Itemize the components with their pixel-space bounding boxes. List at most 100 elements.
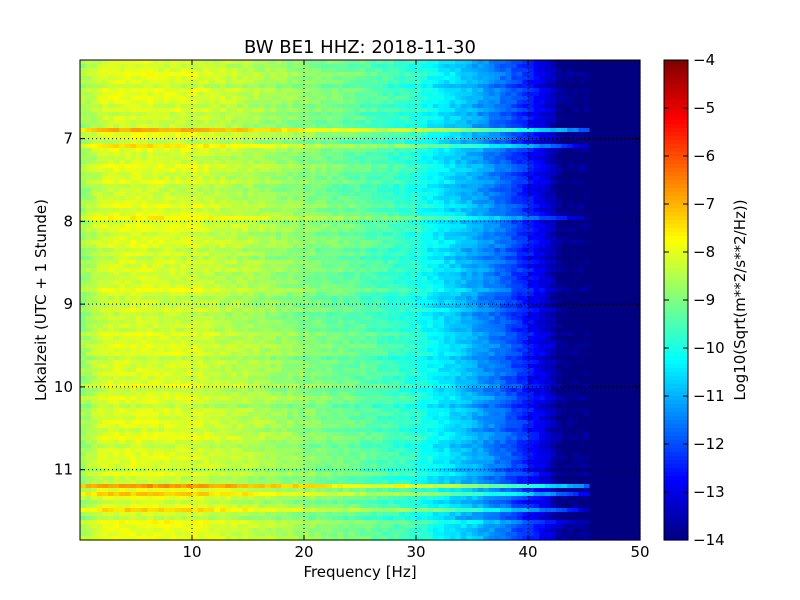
heatmap-cell: [152, 60, 159, 65]
heatmap-cell: [399, 152, 406, 157]
heatmap-cell: [416, 248, 423, 253]
heatmap-cell: [494, 248, 501, 253]
heatmap-cell: [539, 60, 546, 65]
heatmap-cell: [600, 188, 607, 193]
heatmap-cell: [449, 108, 456, 113]
heatmap-cell: [371, 120, 378, 125]
heatmap-cell: [472, 164, 479, 169]
heatmap-cell: [533, 96, 540, 101]
heatmap-cell: [248, 144, 255, 149]
heatmap-cell: [124, 236, 131, 241]
heatmap-cell: [533, 104, 540, 109]
heatmap-cell: [444, 108, 451, 113]
heatmap-cell: [203, 80, 210, 85]
heatmap-cell: [91, 216, 98, 221]
heatmap-cell: [141, 132, 148, 137]
heatmap-cell: [388, 164, 395, 169]
heatmap-cell: [320, 212, 327, 217]
heatmap-cell: [281, 224, 288, 229]
heatmap-cell: [606, 124, 613, 129]
heatmap-cell: [281, 188, 288, 193]
heatmap-cell: [371, 172, 378, 177]
heatmap-cell: [539, 140, 546, 145]
heatmap-cell: [270, 60, 277, 65]
heatmap-cell: [477, 132, 484, 137]
heatmap-cell: [203, 240, 210, 245]
heatmap-cell: [572, 104, 579, 109]
heatmap-cell: [259, 240, 266, 245]
heatmap-cell: [449, 236, 456, 241]
heatmap-cell: [292, 104, 299, 109]
heatmap-cell: [393, 200, 400, 205]
heatmap-cell: [416, 244, 423, 249]
heatmap-cell: [225, 220, 232, 225]
heatmap-cell: [270, 172, 277, 177]
heatmap-cell: [225, 232, 232, 237]
heatmap-cell: [483, 176, 490, 181]
heatmap-cell: [567, 124, 574, 129]
heatmap-cell: [494, 140, 501, 145]
heatmap-cell: [483, 184, 490, 189]
heatmap-cell: [242, 216, 249, 221]
heatmap-cell: [343, 104, 350, 109]
heatmap-cell: [298, 232, 305, 237]
heatmap-cell: [248, 72, 255, 77]
heatmap-cell: [416, 256, 423, 261]
heatmap-cell: [416, 188, 423, 193]
heatmap-cell: [231, 172, 238, 177]
heatmap-cell: [416, 208, 423, 213]
heatmap-cell: [253, 172, 260, 177]
heatmap-cell: [544, 132, 551, 137]
heatmap-cell: [208, 128, 215, 133]
heatmap-cell: [494, 160, 501, 165]
heatmap-cell: [404, 152, 411, 157]
heatmap-cell: [124, 220, 131, 225]
heatmap-cell: [483, 256, 490, 261]
heatmap-cell: [85, 76, 92, 81]
heatmap-cell: [466, 68, 473, 73]
heatmap-cell: [567, 216, 574, 221]
heatmap-cell: [203, 168, 210, 173]
heatmap-cell: [113, 172, 120, 177]
heatmap-cell: [589, 128, 596, 133]
heatmap-cell: [365, 152, 372, 157]
heatmap-cell: [85, 188, 92, 193]
heatmap-cell: [533, 92, 540, 97]
heatmap-cell: [124, 212, 131, 217]
heatmap-cell: [623, 196, 630, 201]
heatmap-cell: [421, 88, 428, 93]
heatmap-cell: [528, 252, 535, 257]
heatmap-cell: [539, 164, 546, 169]
heatmap-cell: [354, 76, 361, 81]
heatmap-cell: [516, 196, 523, 201]
heatmap-cell: [242, 172, 249, 177]
heatmap-cell: [208, 92, 215, 97]
heatmap-cell: [197, 160, 204, 165]
heatmap-cell: [96, 168, 103, 173]
heatmap-cell: [600, 248, 607, 253]
heatmap-cell: [208, 180, 215, 185]
heatmap-cell: [80, 228, 87, 233]
heatmap-cell: [186, 232, 193, 237]
heatmap-cell: [449, 164, 456, 169]
heatmap-cell: [578, 144, 585, 149]
heatmap-cell: [192, 76, 199, 81]
heatmap-cell: [634, 228, 641, 233]
heatmap-cell: [292, 220, 299, 225]
heatmap-cell: [556, 228, 563, 233]
heatmap-cell: [91, 212, 98, 217]
heatmap-cell: [421, 220, 428, 225]
heatmap-cell: [449, 168, 456, 173]
heatmap-cell: [511, 120, 518, 125]
heatmap-cell: [533, 232, 540, 237]
heatmap-cell: [410, 240, 417, 245]
heatmap-cell: [130, 160, 137, 165]
heatmap-cell: [533, 240, 540, 245]
heatmap-cell: [606, 88, 613, 93]
heatmap-cell: [208, 140, 215, 145]
heatmap-cell: [158, 236, 165, 241]
heatmap-cell: [572, 120, 579, 125]
heatmap-cell: [96, 144, 103, 149]
heatmap-cell: [600, 152, 607, 157]
heatmap-cell: [91, 124, 98, 129]
